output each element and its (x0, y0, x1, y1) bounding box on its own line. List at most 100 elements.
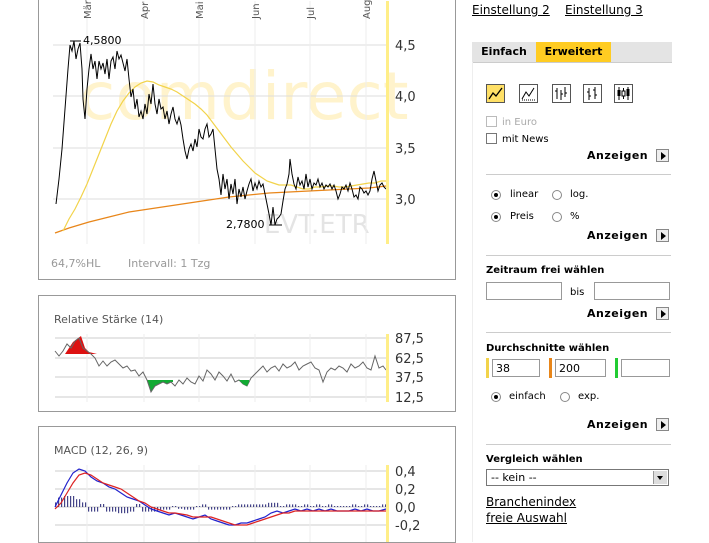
preis-label: Preis (510, 211, 534, 222)
date-from-input[interactable] (486, 282, 562, 300)
macd-histogram-bar (307, 504, 309, 507)
macd-histogram-bar (136, 504, 138, 507)
chart-type-line-button[interactable] (486, 84, 505, 103)
anzeigen-button-3-label[interactable]: Anzeigen (587, 307, 649, 320)
bis-label: bis (570, 287, 585, 298)
anzeigen-button-4-label[interactable]: Anzeigen (587, 418, 649, 431)
macd-histogram-bar (382, 504, 384, 507)
macd-histogram-bar (358, 506, 360, 507)
in-euro-checkbox[interactable] (486, 116, 497, 127)
macd-histogram-bar (328, 504, 330, 507)
einstellung-3-link[interactable]: Einstellung 3 (565, 3, 643, 17)
macd-histogram-bar (148, 507, 150, 512)
anzeigen-button-2-label[interactable]: Anzeigen (587, 229, 649, 242)
scale-log-radio[interactable] (552, 190, 562, 200)
macd-histogram-bar (196, 506, 198, 507)
macd-histogram-bar (67, 496, 69, 507)
tab-einfach[interactable]: Einfach (473, 42, 535, 62)
zeitraum-title: Zeitraum frei wählen (486, 265, 605, 276)
hl-percent: 64,7%HL (51, 257, 101, 270)
macd-histogram-bar (334, 506, 336, 507)
avg1-input[interactable] (492, 359, 540, 377)
einfach-label: einfach (509, 391, 546, 402)
anzeigen-arrow-3-icon[interactable] (656, 307, 669, 320)
vergleich-select[interactable]: -- kein -- (486, 469, 669, 486)
einstellung-2-link[interactable]: Einstellung 2 (472, 3, 550, 17)
macd-histogram-bar (103, 504, 105, 507)
macd-histogram-bar (376, 506, 378, 507)
macd-histogram-bar (280, 506, 282, 507)
mit-news-label: mit News (502, 134, 549, 145)
y-tick-label: 12,5 (395, 391, 424, 406)
rsi-panel: Relative Stärke (14) 87,5 62,5 37,5 12,5 (38, 295, 456, 412)
anzeigen-arrow-2-icon[interactable] (656, 229, 669, 242)
macd-histogram-bar (115, 507, 117, 512)
date-to-input[interactable] (594, 282, 670, 300)
interval-label: Intervall: 1 Tzg (128, 257, 211, 270)
scale-linear-radio[interactable] (491, 190, 501, 200)
macd-histogram-bar (292, 504, 294, 507)
macd-histogram-bar (226, 507, 228, 510)
macd-histogram-bar (262, 504, 264, 507)
avg2-input[interactable] (555, 359, 606, 377)
macd-histogram-bar (193, 507, 195, 510)
branchenindex-link[interactable]: Branchenindex (486, 495, 577, 509)
min-label: 2,7800 (226, 218, 265, 231)
macd-histogram-bar (94, 507, 96, 512)
freie-auswahl-link[interactable]: freie Auswahl (486, 511, 567, 525)
macd-histogram-bar (85, 502, 87, 507)
macd-histogram-bar (217, 507, 219, 510)
log-label: log. (570, 189, 589, 200)
macd-histogram-bar (70, 496, 72, 507)
macd-histogram-bar (367, 504, 369, 507)
avg-exp-radio[interactable] (560, 392, 570, 402)
tab-erweitert-label: Erweitert (544, 45, 603, 58)
macd-histogram-bar (352, 504, 354, 507)
macd-histogram-bar (265, 504, 267, 507)
macd-histogram-bar (322, 506, 324, 507)
anzeigen-arrow-1-icon[interactable] (656, 149, 669, 162)
separator (486, 444, 671, 445)
macd-histogram-bar (346, 506, 348, 507)
macd-histogram-bar (310, 506, 312, 507)
chart-type-bar-button[interactable] (583, 84, 602, 103)
tab-erweitert[interactable]: Erweitert (536, 42, 611, 62)
macd-histogram-bar (247, 504, 249, 507)
separator (486, 332, 671, 333)
macd-histogram-bar (301, 506, 303, 507)
anzeigen-button-1-label[interactable]: Anzeigen (587, 149, 649, 162)
chart-type-candle-button[interactable] (614, 84, 633, 103)
rsi-chart: 87,5 62,5 37,5 12,5 (54, 332, 424, 406)
macd-histogram-bar (124, 507, 126, 514)
anzeigen-arrow-4-icon[interactable] (656, 418, 669, 431)
macd-histogram-bar (340, 506, 342, 507)
macd-histogram-bar (184, 507, 186, 510)
avg1-color-swatch (486, 358, 489, 378)
max-label: 4,5800 (83, 34, 122, 47)
macd-histogram-bar (145, 507, 147, 512)
macd-histogram-bar (370, 506, 372, 507)
macd-histogram-bar (259, 504, 261, 507)
price-line (55, 40, 387, 226)
macd-histogram-bar (268, 502, 270, 507)
price-chart-panel: comdirect EVT.ETR Mär Apr Mai Jun Jul Aug 4,5… (38, 0, 456, 280)
mode-preis-radio[interactable] (491, 212, 501, 222)
macd-histogram-bar (304, 504, 306, 507)
chart-type-mountain-button[interactable] (519, 84, 538, 103)
month-label: Aug (362, 0, 373, 19)
y-tick-label: 62,5 (395, 352, 424, 367)
macd-histogram-bar (361, 506, 363, 507)
avg3-input[interactable] (621, 359, 670, 377)
macd-histogram-bar (208, 507, 210, 510)
chart-type-ohlc-button[interactable] (552, 84, 571, 103)
avg-einfach-radio[interactable] (491, 392, 501, 402)
macd-histogram-bar (343, 506, 345, 507)
macd-histogram-bar (181, 507, 183, 509)
mit-news-checkbox[interactable] (486, 133, 497, 144)
macd-histogram-bar (160, 507, 162, 510)
macd-histogram-bar (250, 504, 252, 507)
mode-percent-radio[interactable] (552, 212, 562, 222)
month-label: Jul (306, 7, 317, 20)
y-tick-label: 4,0 (395, 90, 416, 105)
dropdown-arrow-icon[interactable] (653, 471, 667, 484)
